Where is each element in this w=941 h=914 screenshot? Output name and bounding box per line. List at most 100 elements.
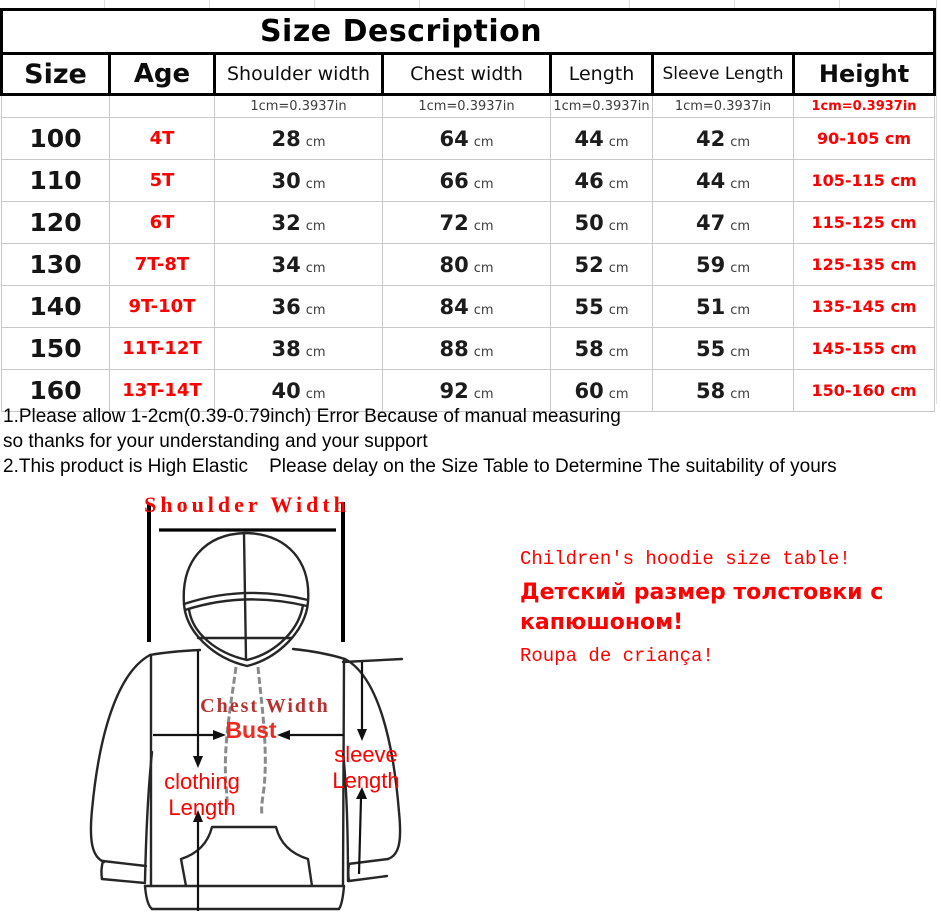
measurement-value: 55: [695, 336, 726, 361]
sleeve-length-line1: sleeve: [334, 742, 398, 767]
note-line-1: 1.Please allow 1-2cm(0.39-0.79inch) Erro…: [3, 406, 621, 427]
chest-cell: 80 cm: [382, 243, 551, 286]
measurement-value: 52: [574, 252, 604, 277]
chest-cell: 84 cm: [382, 285, 551, 328]
drawstrings: [223, 666, 267, 815]
hoodie-measurement-diagram: Shoulder Width Chest Width Bust clothing…: [60, 490, 480, 914]
measurement-value: 44: [574, 126, 604, 151]
header-sleeve-length: Sleeve Length: [651, 52, 795, 96]
sleeve-length-label: sleeve Length: [276, 742, 456, 794]
table-row: 130 7T-8T 34 cm 80 cm 52 cm 59 cm 125-135 cm: [1, 243, 936, 286]
size-cell: 110: [1, 159, 110, 202]
age-cell: 7T-8T: [109, 243, 215, 286]
measurement-value: 28: [271, 126, 301, 151]
spreadsheet-gridline-right: [936, 0, 937, 404]
measurement-value: 32: [271, 210, 301, 235]
measurement-value: 88: [439, 336, 469, 361]
age-cell: 4T: [109, 117, 215, 160]
measurement-value: 58: [695, 378, 726, 403]
caption-block: Children's hoodie size table! Детский ра…: [520, 548, 920, 667]
sleeve-cell: 44 cm: [652, 159, 794, 202]
length-cell: 60 cm: [550, 369, 653, 412]
sleeve-cell: 51 cm: [652, 285, 794, 328]
clothing-length-line2: Length: [168, 795, 236, 820]
unit-note-empty: [1, 94, 110, 118]
chest-cell: 66 cm: [382, 159, 551, 202]
measurement-value: 59: [695, 252, 726, 277]
shoulder-width-bars: [147, 502, 345, 642]
unit-label: cm: [608, 386, 629, 402]
unit-label: cm: [305, 344, 326, 360]
size-cell: 160: [1, 369, 110, 412]
height-cell: 145-155 cm: [792, 327, 936, 370]
sleeve-cell: 55 cm: [652, 327, 794, 370]
unit-label: cm: [305, 218, 326, 234]
unit-label: cm: [608, 302, 629, 318]
spreadsheet-gridline-strip: [0, 0, 941, 8]
sleeve-cell: 59 cm: [652, 243, 794, 286]
unit-note: 1cm=0.3937in: [550, 94, 653, 118]
unit-label: cm: [473, 134, 494, 150]
sleeve-length-line2: Length: [332, 768, 400, 793]
clothing-length-label: clothing Length: [112, 769, 292, 821]
size-cell: 150: [1, 327, 110, 370]
measurement-value: 51: [695, 294, 726, 319]
note-line-2: so thanks for your understanding and you…: [3, 431, 428, 452]
unit-note-row: 1cm=0.3937in 1cm=0.3937in 1cm=0.3937in 1…: [1, 94, 936, 118]
measurement-value: 60: [574, 378, 604, 403]
hoodie-outline: [89, 531, 404, 911]
unit-label: cm: [473, 302, 494, 318]
age-cell: 5T: [109, 159, 215, 202]
unit-label: cm: [473, 386, 494, 402]
caption-portuguese: Roupa de criança!: [520, 645, 714, 667]
shoulder-cell: 36 cm: [214, 285, 383, 328]
height-cell: 150-160 cm: [792, 369, 936, 412]
shoulder-cell: 38 cm: [214, 327, 383, 370]
length-cell: 50 cm: [550, 201, 653, 244]
measurement-value: 34: [271, 252, 301, 277]
sleeve-cell: 47 cm: [652, 201, 794, 244]
hoodie-sketch: [89, 502, 404, 911]
size-cell: 100: [1, 117, 110, 160]
caption-russian-line2: капюшоном!: [520, 610, 684, 635]
height-cell: 135-145 cm: [792, 285, 936, 328]
table-row: 140 9T-10T 36 cm 84 cm 55 cm 51 cm 135-145 c…: [1, 285, 936, 328]
age-cell: 13T-14T: [109, 369, 215, 412]
header-height: Height: [791, 52, 937, 96]
table-row: 120 6T 32 cm 72 cm 50 cm 47 cm 115-125 cm: [1, 201, 936, 244]
unit-label: cm: [608, 176, 629, 192]
shoulder-cell: 30 cm: [214, 159, 383, 202]
unit-note-empty: [109, 94, 215, 118]
measurement-value: 66: [439, 168, 469, 193]
unit-label: cm: [473, 176, 494, 192]
unit-note: 1cm=0.3937in: [382, 94, 551, 118]
unit-label: cm: [608, 344, 629, 360]
unit-note: 1cm=0.3937in: [214, 94, 383, 118]
measurement-value: 47: [695, 210, 726, 235]
caption-english: Children's hoodie size table!: [520, 548, 851, 570]
measurement-value: 36: [271, 294, 301, 319]
shoulder-width-label: Shoulder Width: [144, 492, 350, 517]
caption-russian: Детский размер толстовки с капюшоном!: [520, 578, 920, 638]
unit-label: cm: [608, 218, 629, 234]
table-row: 160 13T-14T 40 cm 92 cm 60 cm 58 cm 150-160 …: [1, 369, 936, 412]
unit-label: cm: [608, 260, 629, 276]
size-cell: 120: [1, 201, 110, 244]
measurement-value: 50: [574, 210, 604, 235]
measurement-value: 58: [574, 336, 604, 361]
header-size: Size: [0, 52, 111, 96]
unit-note-height: 1cm=0.3937in: [792, 94, 936, 118]
height-cell: 125-135 cm: [792, 243, 936, 286]
height-cell: 105-115 cm: [792, 159, 936, 202]
measurement-value: 46: [574, 168, 604, 193]
size-table: Size Description Size Age Shoulder width…: [0, 8, 937, 412]
length-cell: 55 cm: [550, 285, 653, 328]
measurement-value: 72: [439, 210, 469, 235]
height-cell: 90-105 cm: [792, 117, 936, 160]
shoulder-cell: 32 cm: [214, 201, 383, 244]
measurement-value: 84: [439, 294, 469, 319]
unit-label: cm: [730, 302, 751, 318]
unit-note: 1cm=0.3937in: [652, 94, 794, 118]
shoulder-cell: 28 cm: [214, 117, 383, 160]
